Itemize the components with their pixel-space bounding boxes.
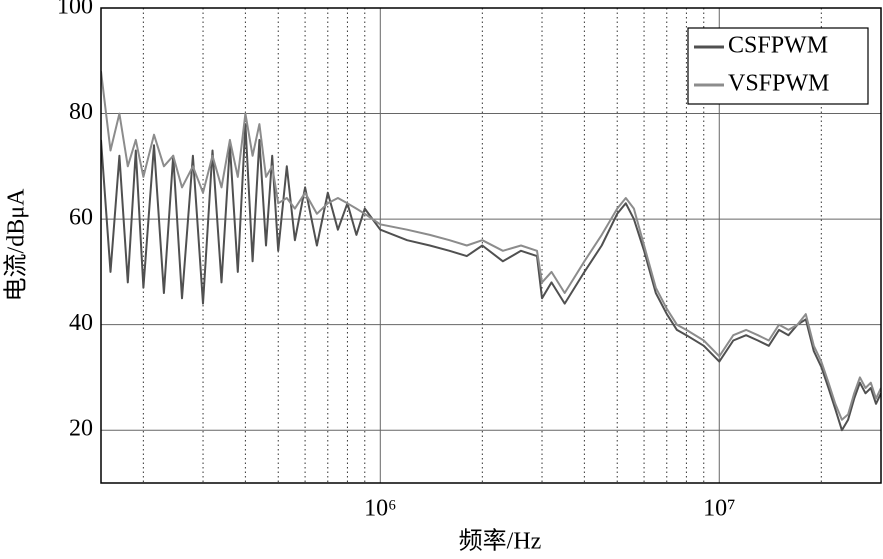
y-tick-label: 40	[69, 310, 93, 336]
legend-label: CSFPWM	[728, 33, 828, 59]
y-tick-label: 20	[69, 416, 93, 442]
x-tick-label: 10⁷	[703, 496, 735, 522]
y-axis-label: 电流/dBμA	[3, 188, 30, 302]
series-line	[101, 71, 881, 421]
y-tick-label: 100	[57, 0, 93, 20]
x-tick-label: 10⁶	[364, 496, 396, 522]
plot-frame	[100, 7, 882, 484]
y-tick-label: 80	[69, 99, 93, 125]
x-axis-label: 频率/Hz	[459, 528, 542, 555]
legend-label: VSFPWM	[728, 71, 829, 97]
series-line	[101, 123, 881, 432]
y-tick-label: 60	[69, 205, 93, 231]
legend-box	[687, 27, 869, 105]
